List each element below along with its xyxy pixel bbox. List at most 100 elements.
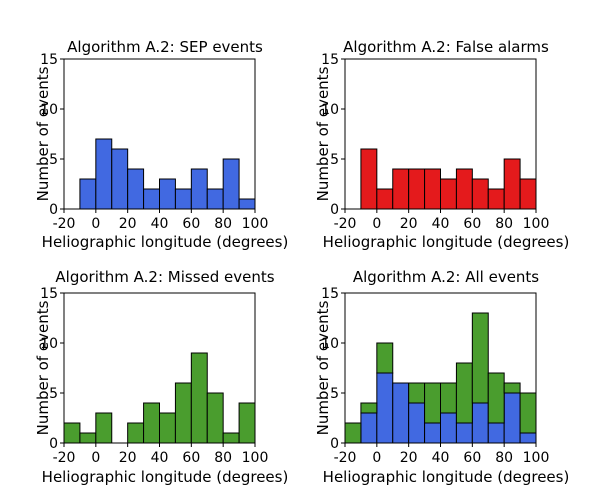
y-tick-label: 5 — [49, 386, 58, 402]
histogram-bar — [503, 392, 521, 444]
x-tick-label: 40 — [151, 450, 169, 466]
histogram-bar — [127, 422, 145, 444]
y-axis-label: Number of events — [314, 300, 332, 435]
histogram-bar — [455, 422, 473, 444]
histogram-bar — [63, 422, 81, 444]
histogram-bar — [487, 188, 505, 210]
x-tick-label: 80 — [214, 450, 232, 466]
x-tick-label: -20 — [53, 216, 76, 232]
y-tick-label: 15 — [321, 286, 339, 302]
x-axis-label: Heliographic longitude (degrees) — [323, 468, 570, 486]
histogram-bar — [190, 352, 208, 444]
histogram-bar — [376, 372, 394, 444]
histogram-bar — [392, 382, 410, 444]
histogram-bar — [455, 362, 473, 424]
histogram-bar — [174, 382, 192, 444]
histogram-bar — [440, 412, 457, 444]
y-tick-label: 10 — [321, 102, 339, 118]
x-axis-label: Heliographic longitude (degrees) — [323, 233, 570, 251]
panel-title: Algorithm A.2: SEP events — [67, 38, 263, 56]
histogram-bar — [159, 178, 176, 210]
histogram-bar — [408, 402, 426, 444]
histogram-bar — [424, 422, 442, 444]
x-tick-label: 60 — [463, 450, 481, 466]
y-tick-label: 0 — [330, 436, 339, 452]
y-tick-label: 15 — [40, 286, 58, 302]
histogram-bar — [455, 168, 473, 210]
histogram-bar — [174, 188, 192, 210]
y-tick-label: 15 — [321, 52, 339, 68]
panel-title: Algorithm A.2: False alarms — [343, 38, 549, 56]
x-tick-label: 0 — [372, 450, 381, 466]
y-tick-label: 10 — [40, 336, 58, 352]
histogram-bar — [238, 198, 256, 210]
x-tick-label: -20 — [53, 450, 76, 466]
histogram-bar — [440, 178, 457, 210]
histogram-bar — [127, 168, 145, 210]
histogram-bar — [408, 382, 426, 404]
x-tick-label: 20 — [119, 216, 137, 232]
histogram-bar — [79, 432, 97, 444]
y-tick-label: 0 — [49, 436, 58, 452]
histogram-bar — [503, 158, 521, 210]
histogram-bar — [222, 158, 240, 210]
histogram-bar — [143, 188, 160, 210]
y-tick-label: 10 — [40, 102, 58, 118]
bars — [63, 352, 256, 444]
x-tick-label: 80 — [495, 216, 513, 232]
histogram-bar — [238, 402, 256, 444]
x-tick-label: 40 — [432, 216, 450, 232]
histogram-bar — [424, 168, 442, 210]
histogram-bar — [95, 412, 113, 444]
bars — [79, 138, 256, 210]
histogram-bar — [360, 402, 378, 414]
x-axis-label: Heliographic longitude (degrees) — [42, 233, 289, 251]
x-tick-label: 100 — [242, 216, 269, 232]
histogram-bar — [79, 178, 97, 210]
x-tick-label: -20 — [334, 450, 357, 466]
x-tick-label: 100 — [523, 450, 550, 466]
histogram-bar — [376, 188, 394, 210]
histogram-bar — [344, 422, 362, 444]
x-tick-label: -20 — [334, 216, 357, 232]
y-tick-label: 5 — [330, 386, 339, 402]
panel-title: Algorithm A.2: Missed events — [55, 268, 274, 286]
x-tick-label: 60 — [463, 216, 481, 232]
y-axis-label: Number of events — [314, 66, 332, 201]
histogram-bar — [519, 432, 537, 444]
x-tick-label: 100 — [523, 216, 550, 232]
histogram-bar — [471, 312, 489, 404]
histogram-bar — [471, 178, 489, 210]
histogram-bar — [222, 432, 240, 444]
histogram-bar — [440, 382, 457, 414]
histogram-bar — [408, 168, 426, 210]
x-tick-label: 100 — [242, 450, 269, 466]
histogram-bar — [424, 382, 442, 424]
histogram-bar — [360, 412, 378, 444]
histogram-bar — [206, 392, 224, 444]
histogram-bar — [503, 382, 521, 394]
x-tick-label: 0 — [91, 450, 100, 466]
histogram-bar — [159, 412, 176, 444]
panel-false-alarms: Algorithm A.2: False alarms Number of ev… — [314, 38, 569, 251]
x-tick-label: 20 — [119, 450, 137, 466]
x-tick-label: 80 — [495, 450, 513, 466]
panel-all-events: Algorithm A.2: All events Number of even… — [314, 268, 569, 486]
histogram-bar — [519, 392, 537, 434]
y-tick-label: 5 — [330, 152, 339, 168]
x-tick-label: 40 — [432, 450, 450, 466]
histogram-bar — [519, 178, 537, 210]
histogram-bar — [206, 188, 224, 210]
y-axis-label: Number of events — [34, 66, 52, 201]
panel-sep-events: Algorithm A.2: SEP events Number of even… — [34, 38, 288, 251]
y-tick-label: 10 — [321, 336, 339, 352]
panel-title: Algorithm A.2: All events — [353, 268, 539, 286]
histogram-bar — [392, 168, 410, 210]
histogram-bar — [111, 148, 129, 210]
x-axis-label: Heliographic longitude (degrees) — [42, 468, 289, 486]
x-tick-label: 40 — [151, 216, 169, 232]
y-tick-label: 0 — [49, 202, 58, 218]
y-tick-label: 0 — [330, 202, 339, 218]
x-tick-label: 80 — [214, 216, 232, 232]
